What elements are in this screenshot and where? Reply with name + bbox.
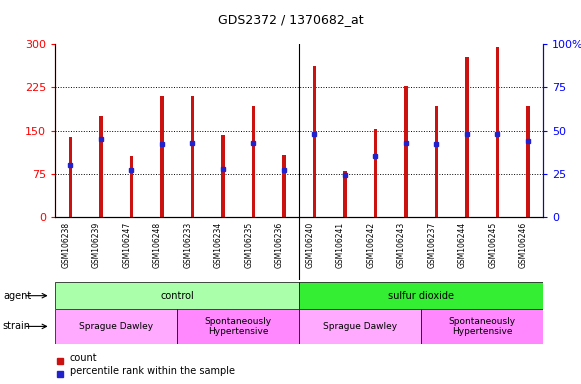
Bar (282, 155, 286, 217)
Text: Sprague Dawley: Sprague Dawley (79, 322, 153, 331)
Text: GSM106248: GSM106248 (153, 222, 162, 268)
Bar (177, 309, 299, 344)
Text: control: control (160, 291, 194, 301)
Bar (221, 135, 225, 217)
Text: GSM106246: GSM106246 (519, 222, 528, 268)
Bar (526, 106, 530, 217)
Text: GSM106243: GSM106243 (397, 222, 406, 268)
Text: Sprague Dawley: Sprague Dawley (323, 322, 397, 331)
Bar (435, 106, 438, 217)
Text: GSM106244: GSM106244 (458, 222, 467, 268)
Bar (55, 282, 299, 309)
Bar (404, 86, 408, 217)
Bar (421, 309, 543, 344)
Text: GDS2372 / 1370682_at: GDS2372 / 1370682_at (218, 13, 363, 26)
Text: GSM106235: GSM106235 (245, 222, 253, 268)
Text: agent: agent (3, 291, 31, 301)
Bar (252, 106, 255, 217)
Bar (160, 96, 164, 217)
Bar (69, 137, 72, 217)
Text: GSM106238: GSM106238 (62, 222, 70, 268)
Text: GSM106242: GSM106242 (367, 222, 375, 268)
Text: strain: strain (3, 321, 31, 331)
Bar (99, 116, 103, 217)
Text: GSM106234: GSM106234 (214, 222, 223, 268)
Text: sulfur dioxide: sulfur dioxide (388, 291, 454, 301)
Bar (374, 129, 377, 217)
Text: GSM106233: GSM106233 (184, 222, 192, 268)
Text: GSM106241: GSM106241 (336, 222, 345, 268)
Bar (299, 309, 421, 344)
Text: Spontaneously
Hypertensive: Spontaneously Hypertensive (449, 317, 516, 336)
Text: GSM106236: GSM106236 (275, 222, 284, 268)
Bar (313, 66, 316, 217)
Text: count: count (70, 353, 98, 363)
Text: GSM106245: GSM106245 (489, 222, 497, 268)
Text: Spontaneously
Hypertensive: Spontaneously Hypertensive (205, 317, 272, 336)
Text: GSM106240: GSM106240 (306, 222, 314, 268)
Bar (496, 47, 499, 217)
Bar (465, 57, 469, 217)
Text: GSM106247: GSM106247 (123, 222, 131, 268)
Text: GSM106239: GSM106239 (92, 222, 101, 268)
Text: percentile rank within the sample: percentile rank within the sample (70, 366, 235, 376)
Bar (191, 96, 194, 217)
Bar (343, 171, 347, 217)
Bar (130, 157, 133, 217)
Bar (55, 309, 177, 344)
Bar (299, 282, 543, 309)
Text: GSM106237: GSM106237 (428, 222, 436, 268)
